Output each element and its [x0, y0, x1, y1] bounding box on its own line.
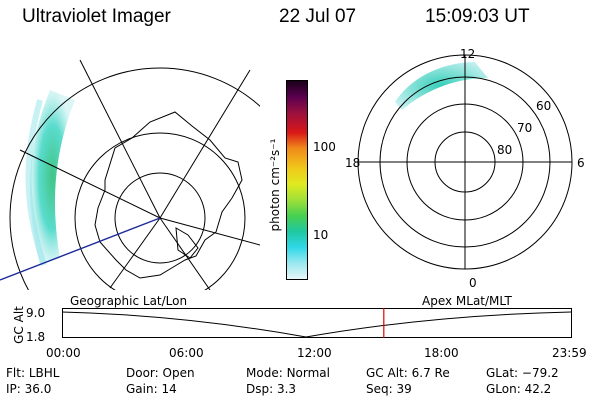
- mlt-label-0: 0: [469, 276, 477, 290]
- status-ip: IP: 36.0: [6, 382, 52, 396]
- timeline-xtick-4: 23:59: [552, 346, 587, 360]
- instrument-title: Ultraviolet Imager: [22, 6, 171, 27]
- status-door: Door: Open: [126, 366, 195, 380]
- timeline-right-title: Apex MLat/MLT: [422, 294, 512, 308]
- date-label: 22 Jul 07: [279, 6, 357, 27]
- colorbar-unit-label: photon cm⁻²s⁻¹: [268, 138, 282, 232]
- aurora-emission-arc: [29, 90, 75, 265]
- timeline-ytick-min: 1.8: [26, 330, 46, 344]
- timeline-axis-label: GC Alt: [12, 306, 26, 344]
- altitude-curve: [61, 311, 572, 338]
- status-glat: GLat: −79.2: [486, 366, 559, 380]
- mlat-label-70: 70: [517, 121, 532, 135]
- timeline-xtick-1: 06:00: [169, 346, 204, 360]
- status-glon: GLon: 42.2: [486, 382, 552, 396]
- altitude-timeline: [61, 308, 572, 338]
- status-gc-alt: GC Alt: 6.7 Re: [366, 366, 450, 380]
- colorbar-tick-100: 100: [313, 140, 336, 154]
- status-dsp: Dsp: 3.3: [246, 382, 297, 396]
- timeline-xtick-2: 12:00: [297, 346, 332, 360]
- aurora-polar-oval: [395, 62, 488, 110]
- mlat-label-80: 80: [497, 143, 512, 157]
- timeline-xtick-3: 18:00: [424, 346, 459, 360]
- time-label: 15:09:03 UT: [425, 6, 530, 27]
- mlat-label-60: 60: [536, 99, 551, 113]
- colorbar-tick-10: 10: [313, 228, 329, 242]
- polar-mlat-mlt-plot: 12 18 6 0 60 70 80: [345, 47, 585, 290]
- status-seq: Seq: 39: [366, 382, 412, 396]
- geographic-map: [0, 59, 260, 290]
- mlt-label-18: 18: [345, 156, 360, 170]
- mlt-label-12: 12: [460, 47, 475, 61]
- timeline-xtick-0: 00:00: [46, 346, 81, 360]
- status-flt: Flt: LBHL: [6, 366, 60, 380]
- status-gain: Gain: 14: [126, 382, 177, 396]
- status-mode: Mode: Normal: [246, 366, 330, 380]
- colorbar: [286, 80, 308, 280]
- coastline: [94, 111, 243, 279]
- mlt-label-6: 6: [577, 156, 585, 170]
- timeline-ytick-max: 9.0: [26, 306, 46, 320]
- timeline-left-title: Geographic Lat/Lon: [70, 294, 188, 308]
